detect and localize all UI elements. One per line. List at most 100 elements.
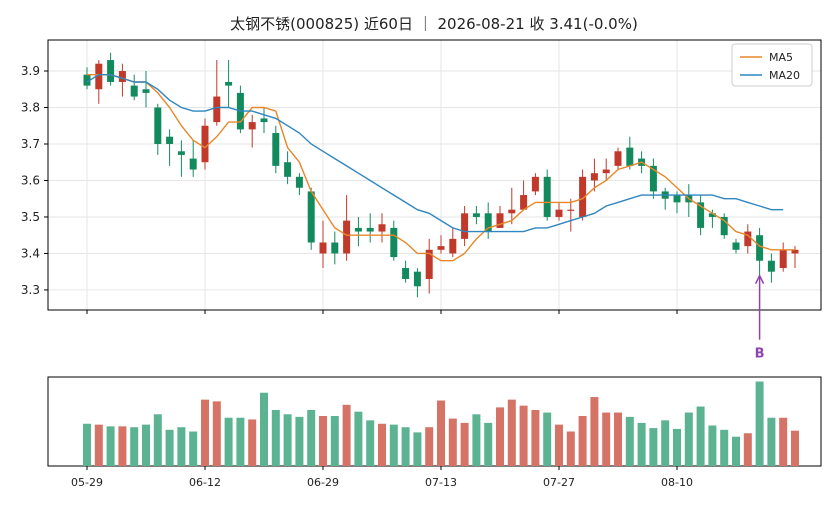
volume-bar xyxy=(319,416,327,466)
annotation-label: B xyxy=(755,347,765,362)
candle xyxy=(649,158,657,199)
candle-body xyxy=(520,195,528,210)
volume-bars xyxy=(83,381,799,466)
annotation-arrow-head xyxy=(754,274,765,285)
volume-bar xyxy=(354,411,363,466)
volume-bar xyxy=(732,436,740,466)
candle-body xyxy=(95,63,103,90)
candle-body xyxy=(732,242,740,250)
y-tick-label: 3.3 xyxy=(21,283,40,297)
candle xyxy=(236,85,244,134)
volume-bar xyxy=(779,417,788,466)
y-tick-label: 3.9 xyxy=(21,64,40,78)
candle-body xyxy=(319,242,327,254)
volume-bar xyxy=(236,417,245,466)
candle-body xyxy=(720,216,728,236)
y-tick-label: 3.6 xyxy=(21,173,40,187)
volume-bar xyxy=(614,412,622,466)
candle-body xyxy=(472,213,480,217)
volume-bar xyxy=(684,412,693,466)
volume-bar xyxy=(649,428,658,466)
candle-body xyxy=(626,147,634,166)
candle xyxy=(295,173,303,196)
candle xyxy=(307,187,315,250)
volume-bar xyxy=(437,400,445,466)
x-tick-label: 08-10 xyxy=(661,476,693,489)
candle-body xyxy=(496,213,504,228)
candle xyxy=(154,103,162,155)
volume-bar xyxy=(425,427,434,466)
candle xyxy=(390,220,398,261)
candle xyxy=(484,202,492,239)
candle xyxy=(472,206,480,225)
volume-bar xyxy=(248,419,257,466)
volume-bar xyxy=(106,426,115,466)
candle-body xyxy=(213,96,221,123)
candle-body xyxy=(449,238,457,254)
candle xyxy=(366,213,374,243)
candle xyxy=(378,213,386,243)
candle xyxy=(284,151,292,185)
candle xyxy=(744,224,752,254)
volume-bar xyxy=(578,416,587,466)
candle xyxy=(661,187,669,210)
volume-bar xyxy=(401,427,410,466)
candle-body xyxy=(118,71,126,82)
candle xyxy=(543,169,551,221)
candle-body xyxy=(272,133,280,166)
volume-bar xyxy=(496,407,504,466)
candle-body xyxy=(177,151,185,155)
volume-bar xyxy=(460,422,469,466)
candle xyxy=(779,242,787,272)
candle-body xyxy=(390,227,398,258)
volume-bar xyxy=(295,416,304,466)
candle xyxy=(720,213,728,239)
volume-bar xyxy=(118,426,127,466)
volume-bar xyxy=(743,433,752,466)
volume-bar xyxy=(791,430,799,466)
y-tick-label: 3.8 xyxy=(21,101,40,115)
candle xyxy=(118,63,126,97)
candle-body xyxy=(260,118,268,123)
chart-title: 太钢不锈(000825) 近60日 ｜ 2026-08-21 收 3.41(-0… xyxy=(230,15,638,33)
volume-bar xyxy=(94,424,103,466)
candle xyxy=(756,227,764,276)
volume-bar xyxy=(637,422,646,466)
volume-bar xyxy=(767,417,776,466)
candle-body xyxy=(166,136,174,144)
volume-bar xyxy=(189,431,198,466)
candle-body xyxy=(201,125,209,163)
volume-bar xyxy=(755,381,764,466)
candle xyxy=(732,238,740,254)
candle-body xyxy=(590,173,598,181)
volume-bar xyxy=(661,420,670,466)
candle-body xyxy=(366,227,374,232)
candle-body xyxy=(555,209,563,217)
candle xyxy=(83,67,91,90)
candle-body xyxy=(413,271,421,287)
candle-body xyxy=(614,151,622,166)
volume-bar xyxy=(130,427,139,466)
candle-body xyxy=(331,242,339,254)
candle xyxy=(437,235,445,254)
candle-body xyxy=(508,209,516,214)
candle xyxy=(413,268,421,298)
buy-annotation: B xyxy=(754,274,765,362)
candle xyxy=(579,169,587,221)
volume-bar xyxy=(153,414,162,466)
x-tick-label: 06-29 xyxy=(307,476,339,489)
candle xyxy=(260,107,268,134)
candle-body xyxy=(708,213,716,217)
legend-ma5-label: MA5 xyxy=(769,51,793,64)
candle-body xyxy=(225,81,233,86)
candle-body xyxy=(107,60,115,82)
candle-body xyxy=(130,85,138,97)
volume-bar xyxy=(555,424,563,466)
candle-body xyxy=(154,107,162,144)
candle-body xyxy=(697,202,705,228)
volume-bar xyxy=(283,414,292,466)
volume-bar xyxy=(224,417,233,466)
volume-bar xyxy=(602,412,611,466)
volume-bar xyxy=(389,424,398,466)
